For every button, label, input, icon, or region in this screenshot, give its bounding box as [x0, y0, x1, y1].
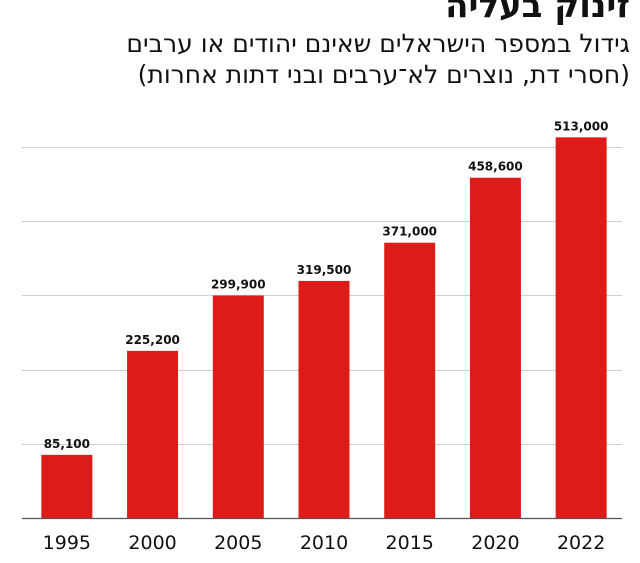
x-tick-label-2000: 2000 [128, 532, 176, 554]
value-label-2010: 319,500 [297, 263, 352, 277]
bars [41, 137, 607, 518]
bar-2005 [212, 295, 264, 518]
value-label-1995: 85,100 [44, 437, 90, 451]
x-tick-label-2015: 2015 [386, 532, 434, 554]
bar-2015 [384, 242, 436, 518]
value-label-2005: 299,900 [211, 277, 266, 291]
bar-2000 [127, 350, 179, 518]
gridlines [22, 147, 622, 445]
value-labels: 85,100 225,200 299,900 319,500 371,000 458,60… [44, 119, 609, 451]
x-tick-label-2010: 2010 [300, 532, 348, 554]
bar-1995 [41, 454, 93, 518]
bar-2020 [469, 177, 521, 518]
value-label-2000: 225,200 [125, 333, 180, 347]
subtitle-line-1: גידול במספר הישראלים שאינם יהודים או ערב… [126, 29, 630, 58]
x-tick-label-2005: 2005 [214, 532, 262, 554]
x-tick-label-2022: 2022 [557, 532, 605, 554]
value-label-2020: 458,600 [468, 160, 523, 174]
chart-title: זינוק בעליה [445, 0, 630, 26]
bar-2022 [555, 137, 607, 518]
value-label-2022: 513,000 [554, 119, 609, 133]
bar-2010 [298, 280, 350, 518]
x-tick-label-2020: 2020 [471, 532, 519, 554]
x-tick-label-1995: 1995 [43, 532, 91, 554]
chart-subtitle: גידול במספר הישראלים שאינם יהודים או ערב… [10, 28, 630, 90]
x-axis-tick-labels: 1995 2000 2005 2010 2015 2020 2022 [43, 532, 606, 554]
subtitle-line-2: (חסרי דת, נוצרים לא־ערבים ובני דתות אחרו… [137, 60, 630, 89]
value-label-2015: 371,000 [382, 225, 437, 239]
